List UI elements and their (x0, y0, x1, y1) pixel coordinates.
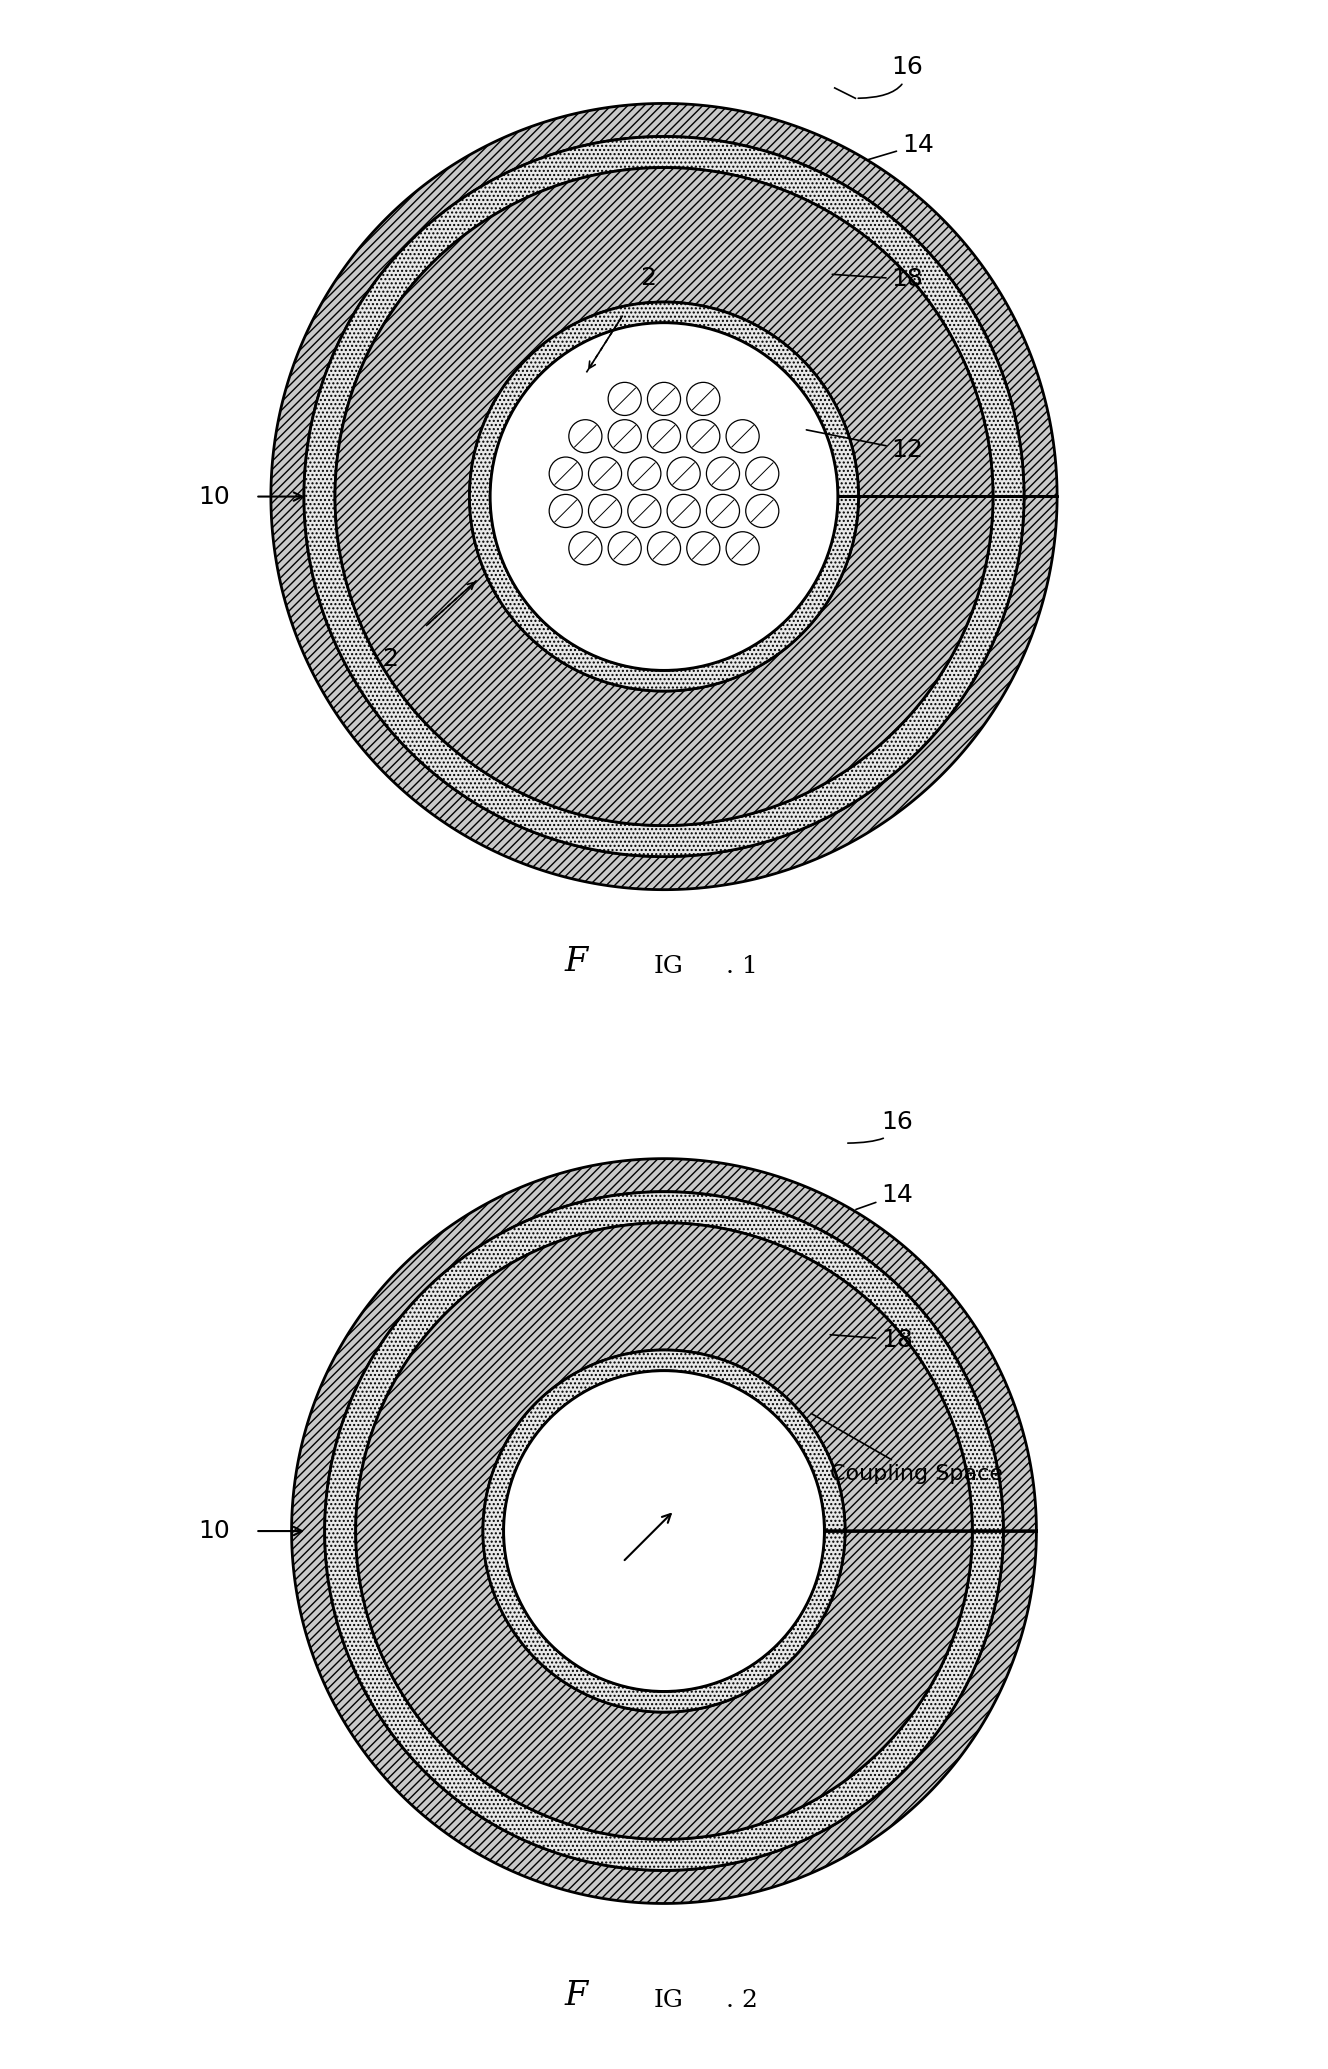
Polygon shape (271, 103, 1057, 890)
Circle shape (588, 494, 622, 528)
Circle shape (648, 532, 680, 565)
Text: . 2: . 2 (726, 1988, 758, 2011)
Text: Coupling Space: Coupling Space (811, 1413, 1003, 1483)
Circle shape (608, 383, 641, 416)
Text: 14: 14 (857, 1183, 914, 1210)
Circle shape (687, 383, 720, 416)
Text: F: F (564, 1980, 587, 2011)
Circle shape (706, 494, 740, 528)
Circle shape (726, 532, 760, 565)
Circle shape (550, 457, 582, 490)
Circle shape (568, 532, 602, 565)
Polygon shape (304, 137, 1024, 857)
Polygon shape (483, 1351, 845, 1711)
Text: IG: IG (653, 954, 684, 979)
Circle shape (503, 1370, 825, 1690)
Text: 10: 10 (198, 1519, 230, 1543)
Circle shape (687, 532, 720, 565)
Text: 18: 18 (833, 267, 923, 292)
Circle shape (746, 494, 778, 528)
Text: 12: 12 (806, 430, 923, 461)
Text: 14: 14 (869, 132, 934, 159)
Text: . 1: . 1 (726, 954, 758, 979)
Circle shape (726, 420, 760, 453)
Text: IG: IG (653, 1988, 684, 2011)
Circle shape (746, 457, 778, 490)
Polygon shape (324, 1192, 1004, 1870)
Text: F: F (564, 946, 587, 979)
Text: 16: 16 (858, 56, 923, 97)
Polygon shape (292, 1159, 1036, 1903)
Polygon shape (335, 168, 993, 826)
Circle shape (550, 494, 582, 528)
Text: 16: 16 (847, 1111, 914, 1142)
Text: 18: 18 (830, 1328, 914, 1351)
Text: 2: 2 (640, 265, 656, 290)
Polygon shape (356, 1223, 972, 1839)
Circle shape (608, 420, 641, 453)
Circle shape (588, 457, 622, 490)
Circle shape (667, 457, 700, 490)
Circle shape (667, 494, 700, 528)
Circle shape (490, 323, 838, 670)
Circle shape (687, 420, 720, 453)
Circle shape (648, 420, 680, 453)
Circle shape (608, 532, 641, 565)
Text: 2: 2 (382, 646, 398, 670)
Circle shape (648, 383, 680, 416)
Text: 10: 10 (198, 484, 230, 509)
Circle shape (568, 420, 602, 453)
Circle shape (628, 457, 661, 490)
Circle shape (706, 457, 740, 490)
Circle shape (628, 494, 661, 528)
Polygon shape (470, 302, 858, 691)
